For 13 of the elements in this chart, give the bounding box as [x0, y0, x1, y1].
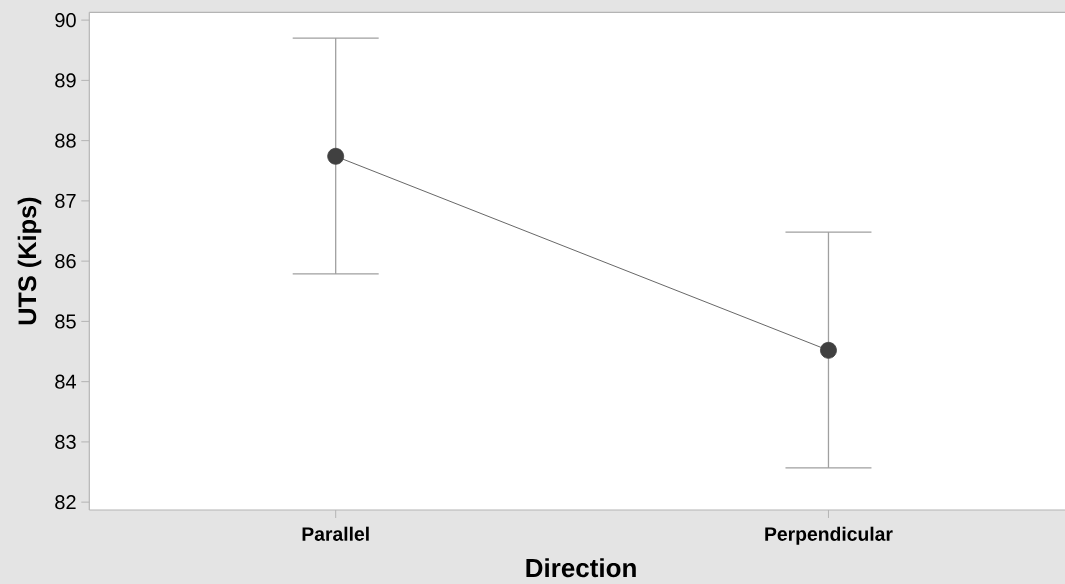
y-tick-label: 89 — [55, 73, 76, 88]
y-tick-label: 83 — [55, 434, 76, 449]
y-tick-label: 88 — [55, 133, 76, 148]
y-tick-label: 84 — [55, 374, 77, 389]
x-tick-label: Parallel — [302, 526, 369, 541]
y-tick-label: 85 — [55, 314, 76, 329]
x-axis-title: Direction — [526, 558, 636, 578]
y-tick-label: 82 — [55, 495, 76, 510]
y-tick-label: 86 — [55, 254, 76, 269]
y-tick-label: 87 — [55, 193, 76, 208]
x-tick-label: Perpendicular — [765, 526, 893, 545]
y-tick-label: 90 — [55, 13, 76, 28]
y-axis-title: UTS (Kips) — [17, 197, 42, 325]
